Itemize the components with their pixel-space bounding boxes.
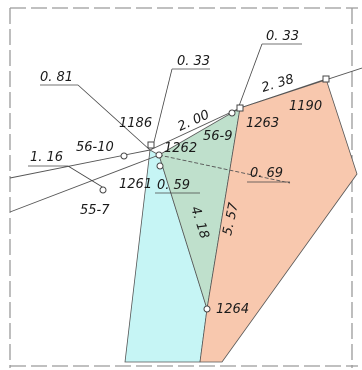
- parcel-label-1186: 1186: [119, 116, 152, 131]
- point-label-55-7: 55-7: [80, 203, 110, 218]
- point-label-1262: 1262: [164, 141, 197, 156]
- point-label-56-9: 56-9: [203, 129, 233, 144]
- map-frame: [9, 7, 358, 368]
- label-0-59: 0. 59: [157, 178, 190, 193]
- point-marker-square-c: [322, 75, 330, 83]
- label-0-81: 0. 81: [40, 70, 73, 85]
- point-marker-square-b: [236, 104, 244, 112]
- label-5-57: 5. 57: [220, 201, 242, 237]
- leader-lines: [28, 43, 302, 194]
- point-marker-1264: [203, 305, 211, 313]
- point-marker-56-10: [120, 152, 128, 160]
- label-0-33-top: 0. 33: [266, 29, 299, 44]
- boundary-lines: [9, 67, 362, 213]
- survey-points: [99, 75, 330, 313]
- point-marker-square-a: [147, 141, 155, 149]
- parcel-label-1261: 1261: [119, 177, 152, 192]
- point-label-1264: 1264: [216, 302, 249, 317]
- point-marker-56-9: [228, 109, 236, 117]
- point-marker-55-7: [99, 186, 107, 194]
- parcel-label-1190: 1190: [289, 99, 322, 114]
- label-0-69: 0. 69: [250, 166, 283, 181]
- point-marker-1261: [156, 162, 164, 170]
- label-1-16: 1. 16: [30, 150, 63, 165]
- point-marker-1262: [155, 151, 163, 159]
- label-0-33-mid: 0. 33: [177, 54, 210, 69]
- point-label-1263: 1263: [246, 116, 279, 131]
- point-label-56-10: 56-10: [76, 140, 114, 155]
